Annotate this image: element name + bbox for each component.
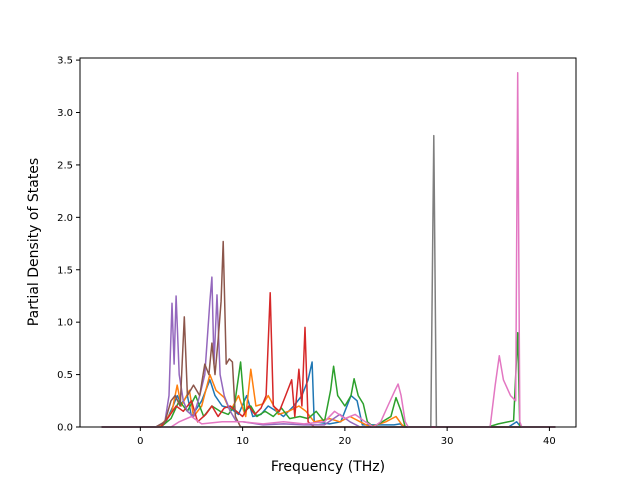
series-line-5 — [101, 276, 556, 428]
x-tick-label: 0 — [137, 436, 143, 447]
y-tick-label: 2.5 — [57, 160, 73, 171]
y-tick-label: 0.5 — [57, 370, 73, 381]
series-line-4 — [101, 292, 556, 428]
plot-frame — [79, 57, 577, 428]
y-axis-ticks: 0.0 0.5 1.0 1.5 2.0 2.5 3.0 3.5 — [57, 56, 80, 434]
x-tick-label: 10 — [236, 436, 249, 447]
y-tick-label: 2.0 — [57, 213, 73, 224]
series-group — [101, 71, 556, 428]
y-tick-label: 1.5 — [57, 265, 73, 276]
y-tick-label: 3.0 — [57, 108, 73, 119]
series-line-6 — [101, 240, 556, 428]
x-axis-ticks: 0 10 20 30 40 — [137, 427, 556, 447]
x-tick-label: 20 — [339, 436, 352, 447]
y-tick-label: 3.5 — [57, 56, 73, 67]
x-axis-label: Frequency (THz) — [271, 459, 385, 475]
x-tick-label: 30 — [441, 436, 454, 447]
y-tick-label: 0.0 — [57, 423, 73, 434]
series-line-2 — [101, 368, 556, 428]
y-tick-label: 1.0 — [57, 318, 73, 329]
x-tick-label: 40 — [543, 436, 556, 447]
series-line-7 — [101, 71, 556, 428]
y-axis-label: Partial Density of States — [26, 158, 42, 326]
